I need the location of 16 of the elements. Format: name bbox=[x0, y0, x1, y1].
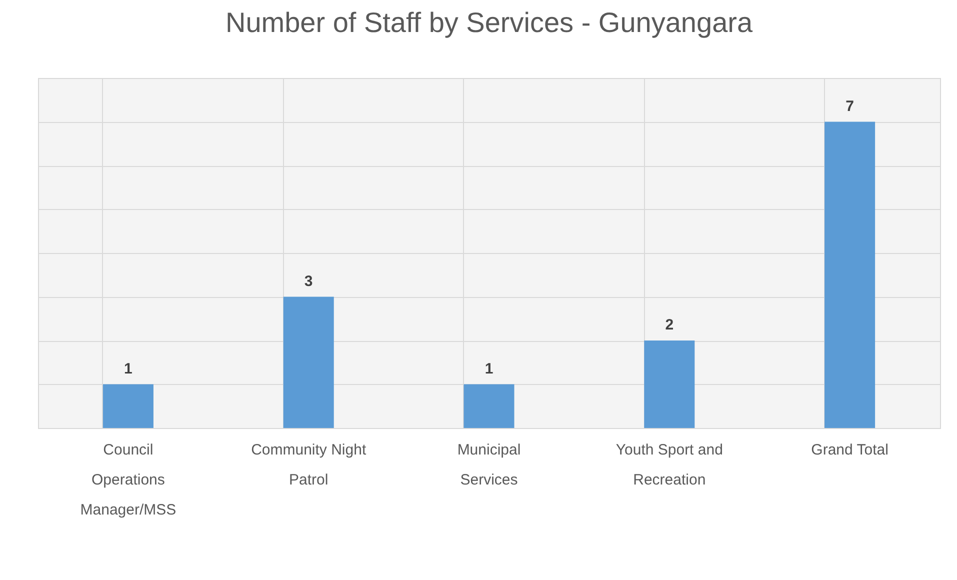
bar bbox=[283, 296, 334, 428]
bar bbox=[464, 384, 514, 428]
data-label: 1 bbox=[484, 360, 494, 378]
data-label: 7 bbox=[846, 98, 854, 115]
bar bbox=[102, 384, 154, 428]
data-label: 1 bbox=[124, 360, 132, 378]
data-label: 3 bbox=[304, 272, 313, 290]
data-label: 2 bbox=[665, 316, 674, 334]
x-tick-label: Grand Total bbox=[811, 442, 888, 458]
x-tick-label: Youth Sport and Recreation bbox=[616, 442, 723, 488]
x-tick-label: Council Operations Manager/MSS bbox=[80, 442, 176, 518]
x-tick-label: Community Night Patrol bbox=[251, 442, 367, 488]
bar bbox=[644, 340, 695, 428]
x-tick-label: Municipal Services bbox=[457, 442, 521, 488]
chart-title: Number of Staff by Services - Gunyangara bbox=[225, 7, 753, 38]
bar bbox=[824, 122, 876, 428]
